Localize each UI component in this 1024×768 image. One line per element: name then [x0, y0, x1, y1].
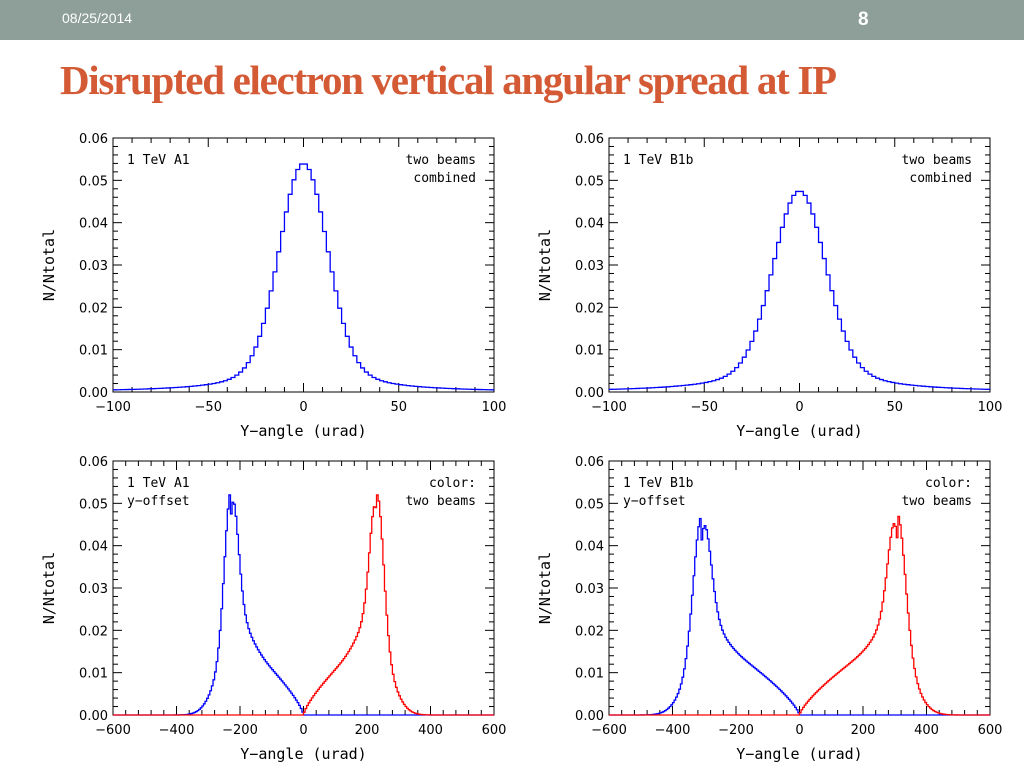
- annotation-left: y−offset: [127, 494, 190, 509]
- x-tick-label: −600: [95, 723, 131, 738]
- series-line-beam1: [609, 517, 990, 716]
- x-tick-label: 0: [795, 723, 803, 738]
- series-line-beam2: [113, 494, 494, 716]
- chart-top-left: −100 −50 0 50 100 0.00 0.01 0.02 0.03 0.04 0.05 0.0…: [40, 132, 507, 440]
- chart-bottom-right: −600 −400 −200 0 200 400 600 0.00 0.01 0.02 0.03 0.…: [536, 455, 1003, 763]
- slide-title: Disrupted electron vertical angular spre…: [60, 57, 837, 103]
- x-axis-label: Y−angle (urad): [240, 422, 366, 440]
- x-tick-label: 0: [795, 400, 803, 415]
- x-tick-label: −100: [95, 400, 131, 415]
- annotation-right: two beams: [902, 153, 972, 168]
- annotation-right: two beams: [902, 494, 972, 509]
- annotation-right: combined: [413, 171, 476, 186]
- x-tick-label: −50: [691, 400, 718, 415]
- x-tick-label: 600: [482, 723, 507, 738]
- y-tick-label: 0.01: [79, 344, 108, 359]
- y-tick-label: 0.02: [575, 301, 604, 316]
- annotation-right: two beams: [406, 153, 476, 168]
- y-tick-label: 0.06: [575, 455, 604, 470]
- annotation-right: two beams: [406, 494, 476, 509]
- series-line-beam2: [609, 515, 990, 716]
- chart-top-right: −100 −50 0 50 100 0.00 0.01 0.02 0.03 0.04 0.05 0.0…: [536, 132, 1003, 440]
- y-tick-label: 0.05: [575, 497, 604, 512]
- x-tick-label: 200: [851, 723, 876, 738]
- x-tick-label: −200: [222, 723, 258, 738]
- x-tick-label: 400: [914, 723, 939, 738]
- y-tick-label: 0.05: [79, 497, 108, 512]
- y-tick-label: 0.06: [79, 132, 108, 147]
- annotation-right: combined: [909, 171, 972, 186]
- y-tick-label: 0.00: [575, 709, 604, 724]
- y-tick-label: 0.05: [79, 174, 108, 189]
- x-tick-label: 0: [299, 400, 307, 415]
- x-tick-label: 600: [978, 723, 1003, 738]
- x-tick-label: −100: [591, 400, 627, 415]
- x-tick-label: 0: [299, 723, 307, 738]
- y-tick-label: 0.01: [79, 667, 108, 682]
- annotation-left: 1 TeV B1b: [623, 476, 694, 491]
- y-tick-label: 0.01: [575, 344, 604, 359]
- annotation-left: 1 TeV B1b: [623, 153, 694, 168]
- y-tick-label: 0.02: [79, 624, 108, 639]
- x-tick-label: −200: [718, 723, 754, 738]
- y-tick-label: 0.00: [575, 386, 604, 401]
- x-tick-label: 50: [390, 400, 407, 415]
- y-axis-label: N/Ntotal: [536, 552, 554, 624]
- slide-date: 08/25/2014: [62, 10, 133, 26]
- x-tick-label: 50: [886, 400, 903, 415]
- header-bar: [0, 0, 1024, 40]
- x-tick-label: 200: [355, 723, 380, 738]
- y-tick-label: 0.03: [79, 582, 108, 597]
- x-axis-label: Y−angle (urad): [240, 745, 366, 763]
- y-tick-label: 0.06: [79, 455, 108, 470]
- annotation-right: color:: [429, 476, 476, 491]
- y-axis-label: N/Ntotal: [40, 229, 58, 301]
- y-tick-label: 0.03: [575, 582, 604, 597]
- chart-bottom-left: −600 −400 −200 0 200 400 600 0.00 0.01 0.02 0.03 0.…: [40, 455, 507, 763]
- y-tick-label: 0.04: [575, 540, 604, 555]
- y-axis-label: N/Ntotal: [40, 552, 58, 624]
- series-line-beam1: [113, 494, 494, 716]
- series-line-beam1: [609, 190, 990, 390]
- y-tick-label: 0.02: [79, 301, 108, 316]
- y-tick-label: 0.04: [575, 217, 604, 232]
- y-tick-label: 0.03: [575, 259, 604, 274]
- annotation-left: y−offset: [623, 494, 686, 509]
- annotation-right: color:: [925, 476, 972, 491]
- x-axis-label: Y−angle (urad): [736, 745, 862, 763]
- x-tick-label: 100: [482, 400, 507, 415]
- x-tick-label: −50: [195, 400, 222, 415]
- y-tick-label: 0.06: [575, 132, 604, 147]
- x-axis-label: Y−angle (urad): [736, 422, 862, 440]
- x-tick-label: −400: [655, 723, 691, 738]
- x-tick-label: −400: [159, 723, 195, 738]
- x-tick-label: 100: [978, 400, 1003, 415]
- y-tick-label: 0.04: [79, 217, 108, 232]
- x-tick-label: 400: [418, 723, 443, 738]
- series-line-beam1: [113, 163, 494, 391]
- y-tick-label: 0.04: [79, 540, 108, 555]
- page-number: 8: [858, 9, 869, 30]
- annotation-left: 1 TeV A1: [127, 476, 190, 491]
- y-tick-label: 0.03: [79, 259, 108, 274]
- x-tick-label: −600: [591, 723, 627, 738]
- y-tick-label: 0.05: [575, 174, 604, 189]
- annotation-left: 1 TeV A1: [127, 153, 190, 168]
- y-tick-label: 0.00: [79, 386, 108, 401]
- y-tick-label: 0.00: [79, 709, 108, 724]
- y-tick-label: 0.02: [575, 624, 604, 639]
- y-axis-label: N/Ntotal: [536, 229, 554, 301]
- y-tick-label: 0.01: [575, 667, 604, 682]
